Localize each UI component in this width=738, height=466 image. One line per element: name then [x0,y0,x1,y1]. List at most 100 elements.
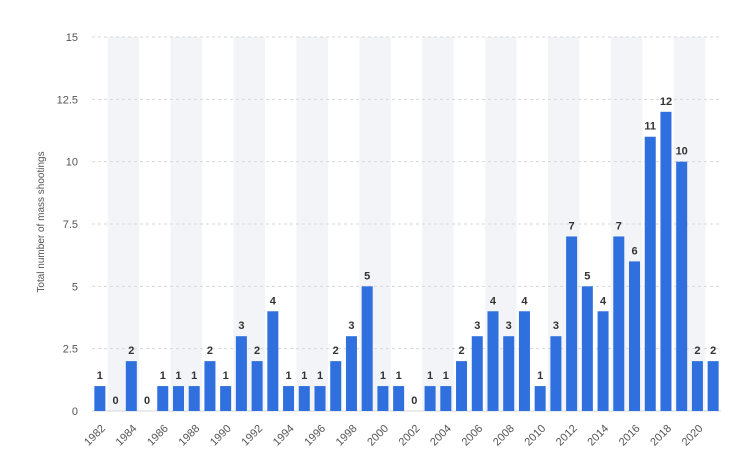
data-label-2014: 4 [600,295,607,307]
data-label-1992: 2 [254,345,260,357]
bar-1984 [125,361,137,411]
x-tick-label: 2008 [491,423,517,449]
bar-2021 [707,361,719,411]
data-label-2021: 2 [710,345,716,357]
y-tick-label: 10 [66,157,78,169]
x-tick-label: 1996 [302,423,328,449]
data-label-1997: 2 [333,345,339,357]
x-tick-label: 1998 [334,423,360,449]
bar-2010 [534,386,546,411]
bar-2004 [440,386,452,411]
bar-1992 [251,361,263,411]
data-label-2012: 7 [569,220,575,232]
x-axis-ticks: 1982 1984 1986 1988 1990 1992 1994 1996 1998 2000… [82,423,705,449]
data-label-2003: 1 [427,370,433,382]
x-tick-label: 2000 [365,423,391,449]
data-label-1994: 1 [286,370,292,382]
y-axis-title: Total number of mass shootings [36,151,47,292]
x-tick-label: 1988 [177,423,203,449]
data-label-1984: 2 [128,345,134,357]
bar-2005 [456,361,468,411]
x-tick-label: 2002 [397,423,423,449]
x-tick-label: 1992 [239,423,265,449]
bar-1999 [361,286,373,411]
bar-2014 [597,311,609,411]
x-tick-label: 2010 [522,423,548,449]
x-tick-label: 2012 [554,423,580,449]
bar-2013 [581,286,593,411]
x-tick-label: 1994 [271,423,297,449]
data-label-2016: 6 [631,245,637,257]
background-band [296,37,328,411]
y-tick-label: 2.5 [63,344,78,356]
y-tick-label: 5 [72,281,78,293]
data-label-2011: 3 [553,320,559,332]
x-tick-label: 2006 [460,423,486,449]
data-label-2006: 3 [474,320,480,332]
y-axis-ticks: 0 2.5 5 7.5 10 12.5 15 [57,32,78,418]
bar-1991 [235,336,247,411]
bar-1982 [94,386,106,411]
data-label-1989: 2 [207,345,213,357]
bar-1993 [267,311,279,411]
y-tick-label: 12.5 [57,94,78,106]
data-label-1986: 1 [160,370,166,382]
data-label-1996: 1 [317,370,323,382]
data-label-2019: 10 [676,146,688,158]
data-label-2010: 1 [537,370,543,382]
data-label-2009: 4 [521,295,528,307]
data-label-2001: 1 [396,370,402,382]
data-label-1990: 1 [223,370,229,382]
bar-2019 [676,161,688,411]
bar-1987 [172,386,184,411]
data-label-1988: 1 [191,370,197,382]
bar-1994 [283,386,295,411]
data-label-2017: 11 [644,121,656,133]
data-label-2013: 5 [584,270,590,282]
bar-1996 [314,386,326,411]
data-label-2015: 7 [616,220,622,232]
data-label-2007: 4 [490,295,497,307]
bar-2015 [613,236,625,411]
data-label-1987: 1 [175,370,181,382]
data-label-2000: 1 [380,370,386,382]
bar-2003 [424,386,436,411]
x-tick-label: 2014 [585,423,611,449]
data-label-1995: 1 [301,370,307,382]
bar-2006 [471,336,483,411]
bar-1990 [220,386,232,411]
data-label-1982: 1 [97,370,103,382]
data-label-1985: 0 [144,395,150,407]
y-tick-label: 7.5 [63,219,78,231]
x-tick-label: 1984 [114,423,140,449]
bar-1997 [330,361,342,411]
x-tick-label: 2020 [680,423,706,449]
bar-2018 [660,111,672,412]
data-label-1999: 5 [364,270,370,282]
bar-2016 [629,261,641,411]
y-tick-label: 15 [66,32,78,44]
bar-2011 [550,336,562,411]
bar-2008 [503,336,515,411]
x-tick-label: 2004 [428,423,454,449]
y-tick-label: 0 [72,406,78,418]
x-tick-label: 2016 [617,423,643,449]
x-tick-label: 2018 [648,423,674,449]
data-label-1993: 4 [270,295,277,307]
bar-2017 [644,136,656,411]
data-label-2020: 2 [694,345,700,357]
x-tick-label: 1982 [82,423,108,449]
data-label-2008: 3 [506,320,512,332]
data-label-2004: 1 [443,370,449,382]
x-tick-label: 1986 [145,423,171,449]
bar-1986 [157,386,169,411]
bar-1989 [204,361,216,411]
bar-2020 [691,361,703,411]
bar-1995 [298,386,310,411]
data-label-1991: 3 [238,320,244,332]
data-label-1998: 3 [348,320,354,332]
data-label-2005: 2 [458,345,464,357]
bar-1988 [188,386,200,411]
data-label-2002: 0 [411,395,417,407]
